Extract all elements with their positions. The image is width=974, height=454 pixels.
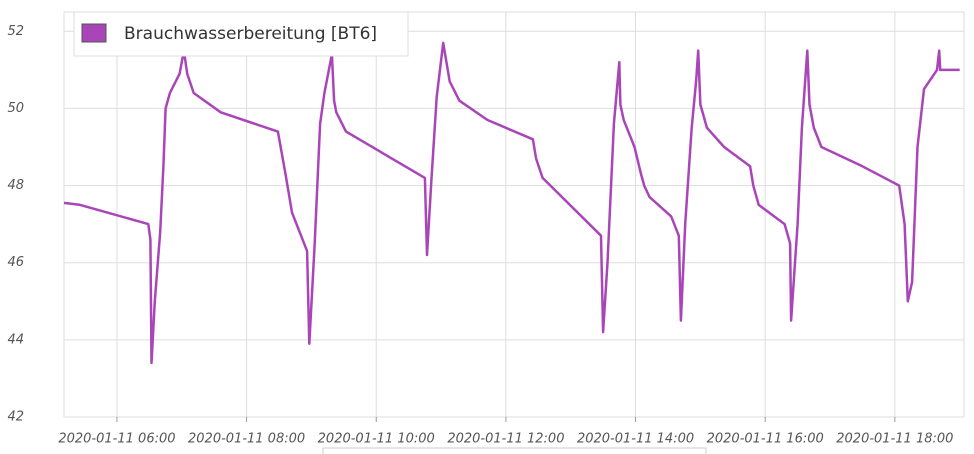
scroll-box xyxy=(322,447,707,454)
legend-box xyxy=(73,11,409,57)
x-tick-label: 2020-01-11 06:00 xyxy=(58,432,175,447)
x-tick-label: 2020-01-11 08:00 xyxy=(188,432,305,447)
legend: Brauchwasserbereitung [BT6] xyxy=(73,11,409,57)
legend-label: Brauchwasserbereitung [BT6] xyxy=(124,24,377,44)
x-tick-label: 2020-01-11 14:00 xyxy=(577,432,694,447)
x-tick-label: 2020-01-11 10:00 xyxy=(318,432,435,447)
y-tick-label: 46 xyxy=(7,255,24,270)
legend-swatch xyxy=(81,23,107,43)
y-tick-label: 52 xyxy=(7,24,24,39)
y-tick-label: 42 xyxy=(7,410,24,425)
line xyxy=(63,41,960,365)
x-tick-label: 2020-01-11 12:00 xyxy=(447,432,564,447)
y-tick-label: 48 xyxy=(7,178,24,193)
y-tick-label: 44 xyxy=(7,332,24,347)
x-tick-label: 2020-01-11 18:00 xyxy=(836,432,953,447)
y-tick-label: 50 xyxy=(7,101,24,116)
plot-area xyxy=(63,11,965,418)
x-tick-label: 2020-01-11 16:00 xyxy=(707,432,824,447)
